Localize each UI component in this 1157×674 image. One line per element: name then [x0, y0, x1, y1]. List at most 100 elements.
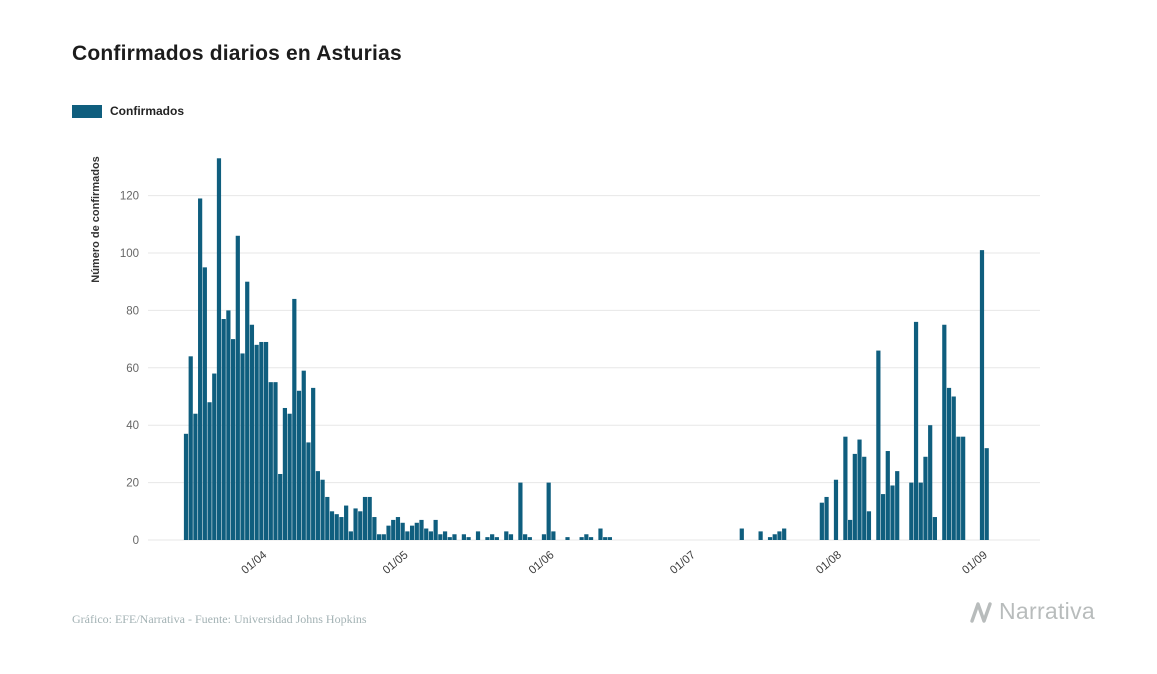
bar [287, 413, 292, 540]
x-tick-label: 01/07 [668, 549, 698, 577]
bar [409, 525, 415, 540]
bar [946, 387, 952, 540]
bar [475, 531, 481, 540]
bar [212, 373, 217, 540]
bar [249, 324, 255, 540]
bar [334, 514, 339, 540]
x-tick-label: 01/05 [381, 549, 411, 577]
bar [193, 413, 198, 540]
bar [273, 382, 278, 540]
bar [909, 482, 914, 540]
bar [428, 531, 434, 540]
bar [777, 531, 782, 540]
bar [824, 496, 829, 540]
bar [546, 482, 551, 540]
bar [782, 528, 787, 540]
bar [607, 537, 612, 540]
y-tick-label: 60 [126, 363, 139, 375]
bar [866, 511, 872, 540]
bar [235, 235, 240, 540]
bar [207, 402, 212, 540]
bar [504, 531, 509, 540]
bar [372, 517, 377, 540]
narrativa-logo-icon [970, 601, 992, 623]
bar [306, 442, 311, 540]
legend: Confirmados [72, 104, 184, 118]
bar [758, 531, 763, 540]
bar [739, 528, 744, 540]
bar [315, 471, 320, 540]
bar [278, 473, 283, 540]
bar [466, 537, 471, 540]
bar [848, 519, 853, 540]
bar [942, 324, 947, 540]
bar [329, 511, 335, 540]
bar [259, 341, 264, 540]
y-tick-label: 100 [120, 248, 139, 260]
bar [188, 356, 193, 540]
bar [551, 531, 556, 540]
y-tick-label: 0 [133, 535, 139, 547]
bar [913, 321, 919, 540]
bar [918, 482, 923, 540]
bar [362, 496, 368, 540]
x-tick-label: 01/08 [814, 549, 844, 577]
bar [485, 537, 490, 540]
bar [391, 519, 396, 540]
bar [932, 517, 937, 540]
bar [588, 537, 594, 540]
bar [268, 382, 273, 540]
bar [518, 482, 523, 540]
x-tick-label: 01/06 [527, 549, 557, 577]
bar [231, 339, 236, 540]
bar [862, 456, 867, 540]
bar [961, 436, 966, 540]
source-credit: Gráfico: EFE/Narrativa - Fuente: Univers… [72, 612, 367, 626]
bar [183, 433, 189, 540]
bar [584, 534, 589, 540]
bar [579, 537, 584, 540]
bar [198, 198, 203, 540]
bar [857, 439, 862, 540]
bar [984, 448, 989, 540]
bar [895, 471, 900, 540]
narrativa-brand: Narrativa [969, 598, 1095, 625]
bar [890, 485, 895, 540]
bar [263, 341, 269, 540]
chart-title: Confirmados diarios en Asturias [72, 42, 402, 65]
y-tick-label: 80 [126, 305, 139, 317]
bar [339, 517, 344, 540]
bar [325, 496, 330, 540]
bar [603, 537, 608, 540]
bar [541, 534, 547, 540]
bar [240, 353, 245, 540]
bar [414, 522, 419, 540]
bar [565, 537, 570, 540]
bar [348, 531, 353, 540]
bar [282, 407, 288, 540]
bar [358, 511, 363, 540]
bar [598, 528, 603, 540]
bar [819, 502, 824, 540]
bar [843, 436, 848, 540]
bar [405, 531, 410, 540]
bar [226, 310, 231, 540]
bar [292, 298, 297, 540]
bar [951, 396, 956, 540]
bar [311, 387, 316, 540]
x-tick-label: 01/04 [240, 549, 270, 577]
bar [381, 534, 386, 540]
bar [833, 479, 839, 540]
x-tick-label: 01/09 [960, 549, 990, 577]
bar [876, 350, 881, 540]
bar [979, 250, 985, 540]
bar [221, 319, 226, 540]
legend-label: Confirmados [110, 104, 185, 118]
bar [447, 537, 452, 540]
bar [767, 537, 773, 540]
bar [395, 517, 401, 540]
bar [424, 528, 429, 540]
bar [452, 534, 457, 540]
